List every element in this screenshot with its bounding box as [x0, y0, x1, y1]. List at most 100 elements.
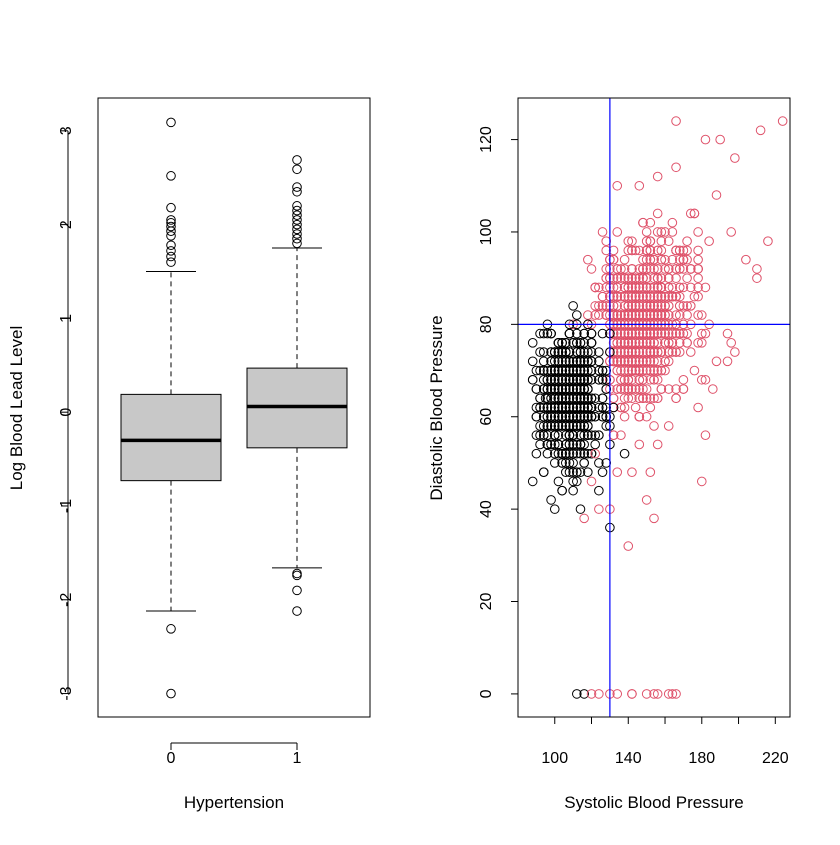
box-group-0 — [120, 117, 222, 699]
scatter-point — [652, 347, 663, 357]
scatter-point — [612, 301, 623, 311]
scatter-point — [660, 301, 670, 311]
scatter-point — [645, 365, 656, 376]
scatter-point — [671, 245, 681, 256]
scatter-point — [627, 356, 637, 367]
scatter-point — [608, 347, 619, 357]
scatter-point — [608, 282, 619, 293]
box-outlier-point — [292, 155, 302, 165]
scatter-point — [597, 291, 608, 302]
scatter-point — [619, 356, 630, 367]
scatter-point — [663, 291, 674, 302]
scatter-point — [568, 467, 578, 477]
box-outlier-point — [166, 231, 176, 241]
scatter-point — [546, 421, 556, 431]
box-outlier-point — [292, 229, 302, 239]
scatter-point — [538, 365, 549, 376]
scatter-point — [557, 485, 567, 496]
scatter-point — [660, 328, 670, 339]
scatter-point — [560, 347, 571, 357]
box-outlier-point — [292, 238, 302, 249]
scatter-point — [560, 393, 571, 404]
scatter-point — [634, 310, 645, 320]
scatter-point — [601, 411, 612, 422]
scatter-point — [538, 356, 549, 367]
scatter-point — [549, 458, 560, 468]
scatter-point — [693, 338, 703, 348]
scatter-point — [612, 310, 623, 320]
scatter-point — [678, 245, 689, 256]
scatter-point — [700, 430, 711, 441]
scatter-point — [586, 365, 597, 376]
scatter-point — [674, 338, 685, 348]
scatter-point — [638, 356, 648, 367]
scatter-point — [619, 365, 630, 376]
scatter-point — [649, 328, 659, 339]
scatter-point — [619, 393, 630, 404]
scatter-point — [572, 476, 582, 487]
scatter-point — [586, 328, 597, 339]
scatter-point — [553, 393, 564, 404]
scatter-point — [538, 402, 549, 413]
boxplot-y-axis-title: Log Blood Lead Level — [7, 326, 26, 490]
scatter-point — [564, 439, 575, 450]
scatter-point — [564, 328, 575, 339]
scatter-point — [608, 301, 619, 311]
scatter-point — [542, 430, 553, 441]
scatter-x-axis: 100 140 180 220 — [541, 716, 789, 767]
scatter-point — [696, 310, 707, 320]
box-outlier-point — [166, 251, 176, 262]
scatter-point — [619, 448, 630, 459]
scatter-point — [597, 301, 608, 311]
scatter-point — [549, 504, 560, 514]
scatter-point — [623, 291, 634, 302]
scatter-point — [660, 291, 670, 302]
scatter-point — [652, 301, 663, 311]
scatter-point — [612, 282, 623, 293]
scatter-point — [627, 301, 637, 311]
scatter-point — [572, 384, 582, 394]
scatter-point — [542, 421, 553, 431]
boxplot-x-axis-title: Hypertension — [184, 793, 284, 812]
scatter-point — [678, 328, 689, 339]
scatter-point — [568, 476, 578, 487]
scatter-point — [649, 356, 659, 367]
scatter-point — [594, 301, 604, 311]
scatter-point — [682, 301, 692, 311]
scatter-point — [634, 180, 645, 191]
scatter-point — [656, 310, 667, 320]
scatter-point — [538, 421, 549, 431]
scatter-point — [663, 273, 674, 283]
scatter-point — [575, 402, 586, 413]
scatter-point — [667, 217, 678, 228]
scatter-point — [608, 273, 619, 283]
box-outlier-point — [292, 186, 302, 197]
scatter-point — [579, 328, 589, 339]
scatter-point — [645, 245, 656, 256]
scatter-point — [730, 347, 740, 357]
scatter-point — [594, 374, 604, 385]
scatter-point — [649, 301, 659, 311]
scatter-point — [608, 291, 619, 302]
scatter-point — [616, 402, 626, 413]
scatter-point — [641, 365, 652, 376]
scatter-point — [612, 227, 623, 237]
scatter-point — [527, 338, 538, 348]
scatter-point — [575, 356, 586, 367]
scatter-point — [638, 264, 648, 274]
scatter-point — [645, 282, 656, 293]
scatter-point — [560, 356, 571, 367]
box-outlier-point — [292, 219, 302, 230]
scatter-point — [549, 439, 560, 450]
scatter-point — [568, 458, 578, 468]
scatter-point — [619, 384, 630, 394]
scatter-point — [560, 467, 571, 477]
scatter-point — [590, 393, 600, 404]
scatter-point — [619, 347, 630, 357]
scatter-point — [557, 384, 567, 394]
scatter-point — [616, 365, 626, 376]
scatter-point — [560, 411, 571, 422]
scatter-point — [572, 467, 582, 477]
scatter-point — [682, 245, 692, 256]
